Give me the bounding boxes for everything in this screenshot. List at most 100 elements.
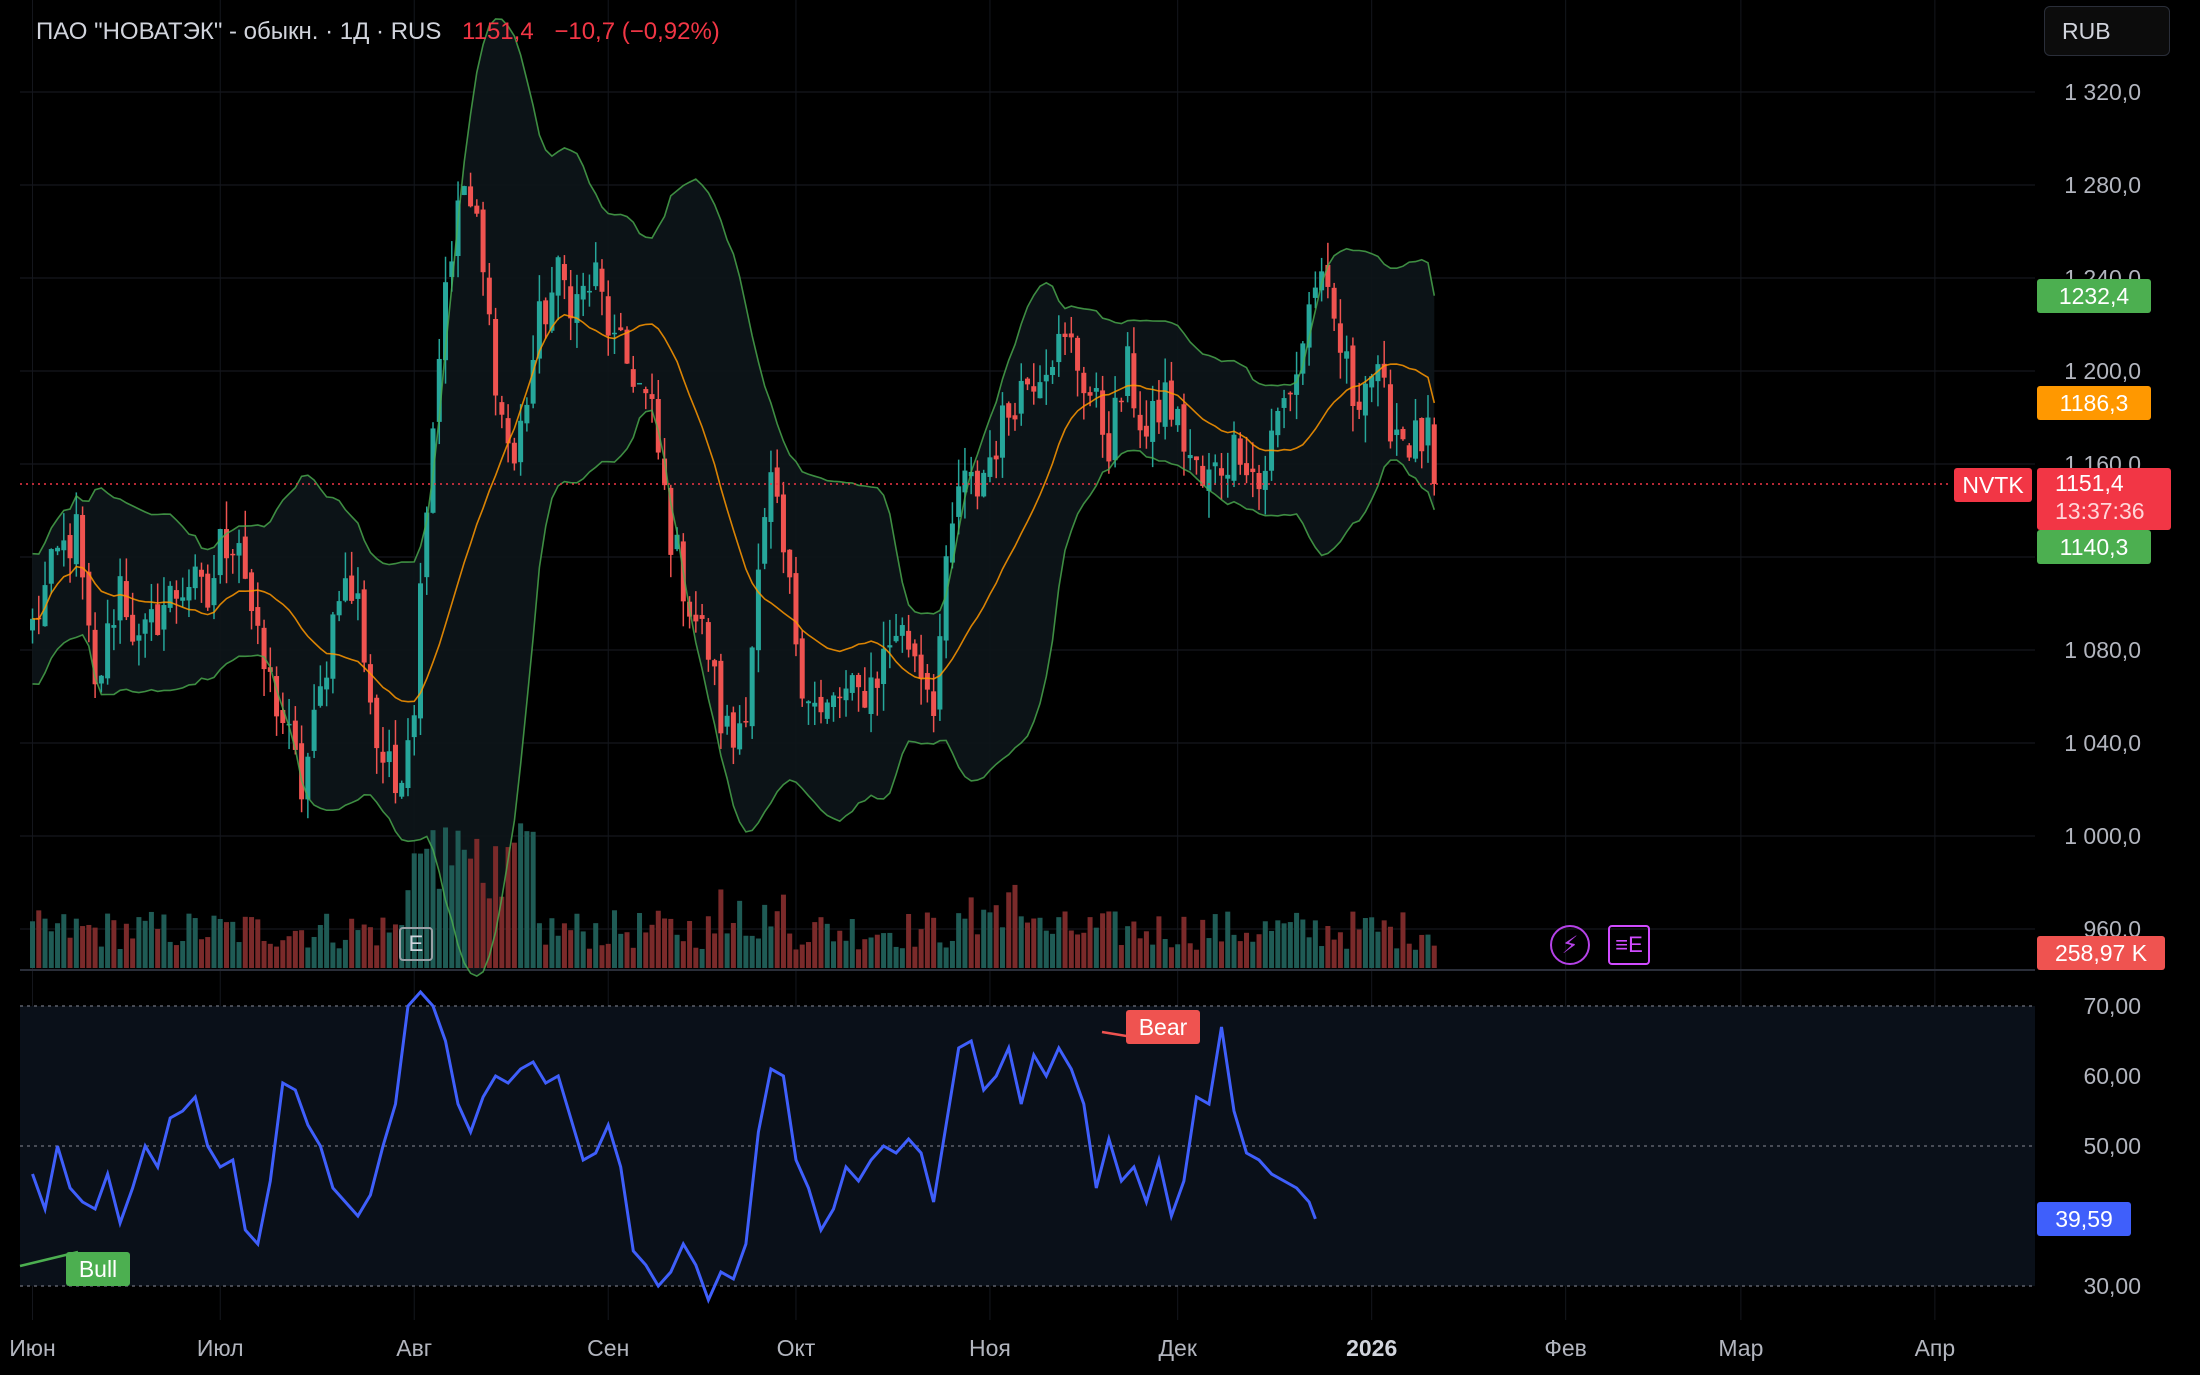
bollinger-upper-line (32, 18, 1436, 615)
candle-body (1025, 378, 1030, 385)
volume-bar (1344, 948, 1350, 968)
volume-bar (674, 934, 680, 968)
candle-body (1312, 287, 1318, 298)
candle-body (1356, 401, 1362, 410)
volume-bar (912, 946, 918, 968)
volume-bar (36, 910, 42, 968)
candle-body (1256, 473, 1262, 490)
volume-bar (524, 831, 530, 968)
volume-bar (430, 830, 436, 968)
volume-bar (1325, 926, 1331, 968)
candle-body (787, 549, 793, 578)
candle-body (436, 358, 442, 422)
candle-body (1118, 400, 1124, 403)
candle-body (1425, 417, 1431, 446)
candle-body (1143, 425, 1149, 437)
volume-bar (1375, 931, 1381, 968)
candle-body (774, 467, 780, 497)
volume-bar (1256, 934, 1262, 968)
volume-bar (317, 924, 323, 968)
earnings-marker-icon[interactable]: E (399, 927, 433, 961)
candle-body (1081, 372, 1087, 394)
candle-body (80, 514, 86, 578)
candle-body (1294, 374, 1300, 395)
candle-body (274, 676, 280, 717)
volume-bar (1312, 920, 1318, 968)
candle-body (1281, 398, 1287, 408)
candle-body (1150, 401, 1156, 442)
rsi-band-fill (20, 1006, 2035, 1286)
candle-body (61, 540, 67, 551)
volume-bar (1106, 911, 1112, 968)
volume-bar (217, 918, 223, 968)
volume-bar (424, 848, 430, 968)
volume-bar (862, 939, 868, 968)
volume-bar (1031, 918, 1037, 968)
time-tick-label: Ноя (969, 1335, 1011, 1361)
candle-body (593, 262, 599, 287)
header-price: 1151,4 (462, 18, 534, 45)
candle-body (1050, 367, 1056, 376)
candle-body (499, 402, 505, 415)
volume-bar (1362, 918, 1368, 968)
candle-body (449, 261, 455, 277)
volume-bar (724, 933, 730, 968)
volume-bar (1012, 884, 1018, 968)
candle-body (167, 585, 173, 608)
candle-body (299, 743, 305, 800)
candle-body (1068, 333, 1074, 338)
volume-bar (205, 937, 211, 968)
volume-bar (837, 930, 843, 968)
volume-bar (649, 924, 655, 968)
volume-bar (505, 847, 511, 968)
volume-bar (949, 940, 955, 968)
bear-marker[interactable]: Bear (1126, 1010, 1200, 1044)
volume-bar (899, 948, 905, 968)
candle-body (380, 751, 386, 763)
candle-body (1394, 429, 1400, 436)
volume-bar (1319, 946, 1325, 968)
price-tick-label: 1 320,0 (2064, 79, 2141, 105)
volume-bar (1331, 939, 1337, 968)
volume-bar (1419, 934, 1425, 968)
volume-bar (831, 941, 837, 968)
volume-bar (643, 932, 649, 968)
candle-body (943, 556, 949, 641)
volume-bars (30, 823, 1437, 968)
volume-bar (386, 932, 392, 968)
candle-body (630, 369, 636, 387)
candle-body (511, 442, 517, 464)
candle-body (705, 622, 711, 660)
price-tick-label: 1 000,0 (2064, 823, 2141, 849)
volume-bar (999, 927, 1005, 968)
candle-body (355, 593, 361, 599)
candle-body (111, 625, 117, 628)
symbol-title[interactable]: ПАО "НОВАТЭК" - обыкн. · 1Д · RUS (36, 18, 442, 45)
volume-bar (536, 923, 542, 968)
volume-bar (1006, 892, 1012, 968)
candle-body (336, 601, 342, 616)
candle-body (1162, 382, 1168, 427)
candle-body (768, 472, 774, 522)
currency-button[interactable]: RUB (2044, 6, 2170, 56)
candle-body (737, 723, 743, 750)
volume-bar (799, 944, 805, 968)
candle-body (1337, 323, 1343, 353)
volume-bar (849, 919, 855, 968)
dividend-earnings-icon[interactable]: ≡E (1608, 925, 1650, 965)
candle-body (1306, 304, 1312, 348)
candle-body (668, 487, 674, 555)
volume-bar (1143, 931, 1149, 968)
chart-header: ПАО "НОВАТЭК" - обыкн. · 1Д · RUS 1151,4… (36, 18, 720, 46)
volume-bar (705, 916, 711, 968)
volume-bar (61, 914, 67, 968)
candle-body (1187, 455, 1193, 459)
volume-bar (574, 913, 580, 968)
bollinger-lower-line (32, 409, 1436, 978)
candle-body (1200, 465, 1206, 486)
bull-marker[interactable]: Bull (66, 1252, 130, 1286)
lightning-icon[interactable]: ⚡ (1550, 925, 1590, 965)
volume-bar (755, 938, 761, 968)
candle-body (242, 536, 248, 579)
